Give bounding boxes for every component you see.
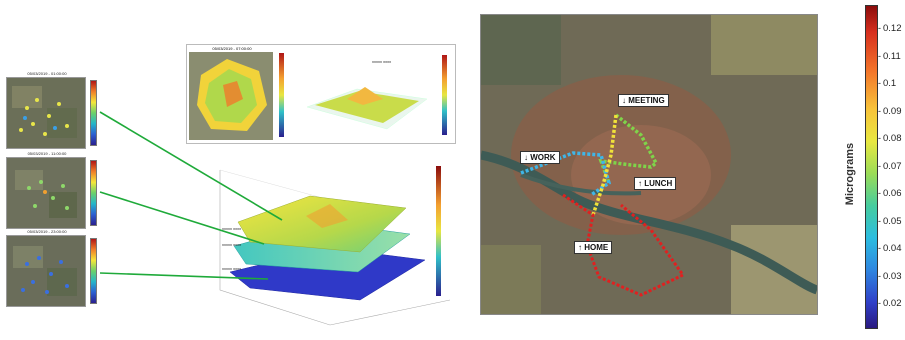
colorbar-tick-mark: - — [878, 78, 881, 88]
colorbar-tick-label: 0.07 — [883, 160, 902, 172]
connector-line — [99, 111, 283, 221]
colorbar-tick-mark: - — [878, 243, 881, 253]
top-panel-graphic: xxxxx xxxx — [189, 52, 447, 140]
colorbar-tick-mark: - — [878, 160, 881, 171]
colorbar-tick-label: 0.02 — [883, 298, 902, 309]
colorbar-tick-label: 0.1 — [883, 78, 897, 89]
colorbar-tick-mark: - — [878, 23, 881, 33]
colorbar-tick-mark: - — [878, 215, 881, 226]
colorbar-tick-mark: - — [878, 50, 881, 61]
top-panel-title: 05/03/2019 - 07:00:00 — [212, 46, 252, 51]
main-surface-graphic: xxxxx xxxx xxxxx xxxx xxxxx xxxx — [219, 166, 451, 326]
top-panel-inner-title: xxxxx xxxx — [372, 59, 391, 64]
colorbar-tick-label: 0.06 — [883, 188, 902, 199]
thumbnail-map — [6, 157, 86, 229]
map-label-meeting: ↓ MEETING — [618, 94, 669, 107]
map-label-home: ↑ HOME — [574, 241, 613, 254]
thumbnail-map — [6, 235, 86, 307]
colorbar-tick-label: 0.03 — [883, 270, 902, 282]
thumbnail-title: 05/03/2019 - 23:00:00 — [27, 229, 67, 234]
colorbar-label: Micrograms — [844, 142, 856, 206]
connector-line — [99, 191, 265, 245]
thumbnail-colorbar — [90, 238, 97, 304]
layer-label: xxxxx xxxx — [222, 266, 241, 271]
top-panel: 05/03/2019 - 07:00:00 xxxxx xxxx — [186, 44, 456, 144]
thumbnail-map — [6, 77, 86, 149]
map-label-work: ↓ WORK — [520, 151, 560, 164]
main-surface-plot: xxxxx xxxx xxxxx xxxx xxxxx xxxx — [210, 160, 460, 335]
route-lunch — [591, 114, 618, 216]
colorbar-tick-label: 0.09 — [883, 105, 902, 117]
layer-label: xxxxx xxxx — [222, 242, 241, 247]
connector-line — [99, 272, 269, 280]
colorbar-tick-mark: - — [878, 298, 881, 308]
colorbar-tick-mark: - — [878, 188, 881, 198]
thumbnail-title: 05/03/2019 - 11:00:00 — [27, 151, 67, 156]
colorbar-tick-label: 0.08 — [883, 133, 902, 144]
route-home — [562, 193, 686, 297]
layer-label: xxxxx xxxx — [222, 226, 241, 231]
route-map: ↓ MEETING ↓ WORK ↑ LUNCH ↑ HOME — [480, 14, 818, 315]
colorbar-tick-mark: - — [878, 105, 881, 116]
colorbar-tick-label: 0.12 — [883, 23, 902, 34]
colorbar-tick-label: 0.11 — [883, 50, 901, 62]
thumbnail-map-graphic — [7, 236, 85, 306]
map-label-lunch: ↑ LUNCH — [634, 177, 677, 190]
colorbar — [865, 5, 878, 329]
route-meeting — [598, 113, 659, 184]
thumbnail-colorbar — [90, 80, 97, 146]
thumbnail-map-graphic — [7, 78, 85, 148]
colorbar-tick-label: 0.05 — [883, 215, 902, 227]
colorbar-tick-label: 0.04 — [883, 243, 902, 254]
route-map-graphic — [481, 15, 817, 314]
colorbar-tick-mark: - — [878, 133, 881, 143]
thumbnail-colorbar — [90, 160, 97, 226]
thumbnail-map-graphic — [7, 158, 85, 228]
colorbar-tick-mark: - — [878, 270, 881, 281]
thumbnail-title: 05/03/2019 - 01:00:00 — [27, 71, 67, 76]
